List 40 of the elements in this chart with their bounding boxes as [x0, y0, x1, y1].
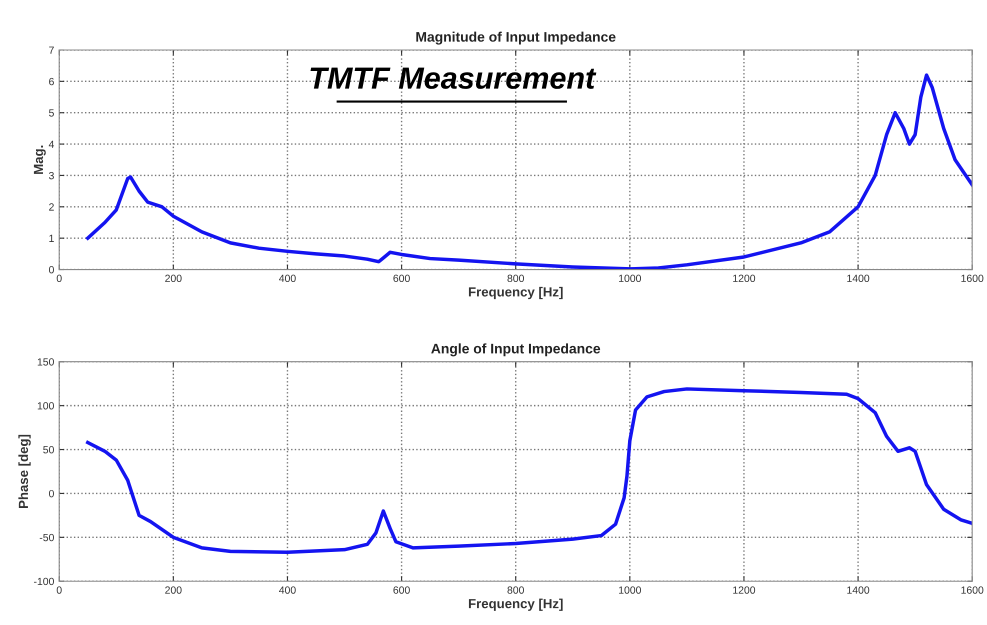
- x-tick-label: 400: [279, 586, 296, 594]
- x-tick-label: 600: [393, 274, 410, 282]
- y-tick-label: 0: [48, 490, 54, 498]
- x-tick-label: 1600: [961, 586, 984, 594]
- x-tick-label: 0: [56, 586, 62, 594]
- y-tick-label: 100: [38, 402, 54, 410]
- y-tick-label: 1: [49, 234, 54, 242]
- x-tick-label: 1200: [733, 274, 756, 282]
- y-tick-label: 150: [38, 358, 54, 366]
- x-axis-title: Frequency [Hz]: [468, 598, 563, 611]
- y-tick-label: 5: [48, 109, 54, 117]
- y-axis-title: Phase [deg]: [18, 434, 31, 508]
- y-tick-label: 4: [48, 140, 54, 148]
- x-tick-label: 1600: [961, 274, 984, 282]
- x-tick-label: 1400: [847, 586, 870, 594]
- line-series: [86, 387, 972, 554]
- x-tick-label: 600: [393, 586, 410, 594]
- chart-title: Magnitude of Input Impedance: [416, 32, 616, 45]
- annotation: TMTF Measurement: [310, 68, 596, 89]
- x-tick-label: 0: [56, 274, 62, 282]
- x-axis-title: Frequency [Hz]: [468, 286, 563, 300]
- y-tick-label: -100: [34, 578, 54, 586]
- y-tick-label: 6: [49, 78, 54, 86]
- x-tick-label: 800: [507, 274, 524, 282]
- y-tick-label: 3: [48, 172, 54, 180]
- x-tick-label: 200: [165, 586, 182, 594]
- x-tick-label: 1000: [619, 586, 642, 594]
- x-tick-label: 400: [279, 274, 296, 282]
- x-tick-label: 200: [165, 274, 182, 282]
- y-axis-title: Mag.: [34, 146, 46, 174]
- chart-title: Angle of Input Impedance: [431, 343, 600, 356]
- y-tick-label: 50: [43, 446, 54, 454]
- y-tick-label: 2: [49, 203, 54, 211]
- x-tick-label: 1400: [847, 274, 870, 282]
- x-tick-label: 1200: [733, 586, 756, 594]
- y-tick-label: -50: [40, 534, 54, 542]
- x-tick-label: 1000: [619, 274, 642, 282]
- y-tick-label: 0: [48, 266, 54, 274]
- y-tick-label: 7: [49, 46, 54, 54]
- x-tick-label: 800: [507, 586, 524, 594]
